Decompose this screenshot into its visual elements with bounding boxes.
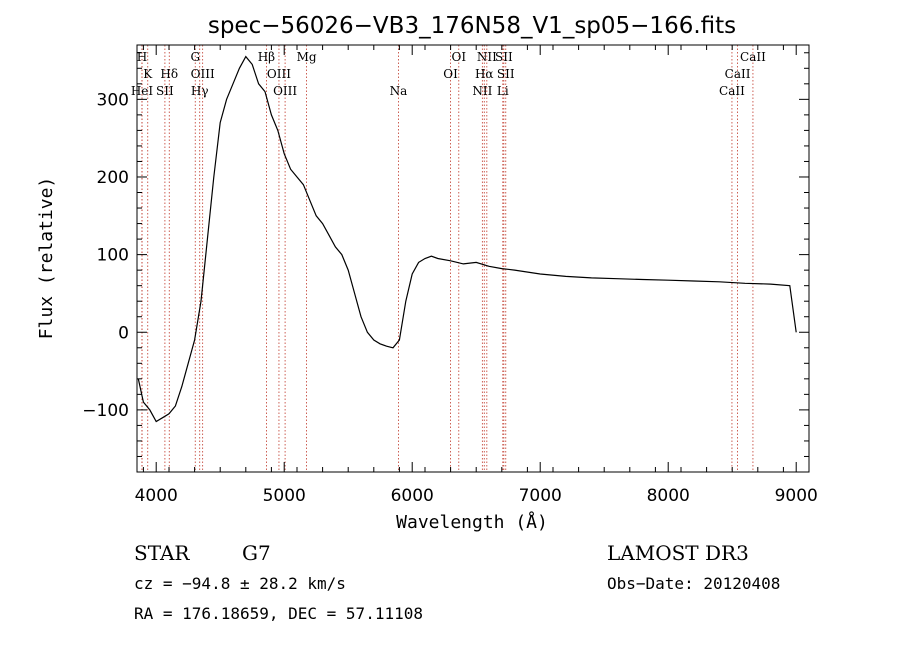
y-tick-label: −100 (82, 401, 129, 421)
spectrum-series (137, 55, 797, 423)
emission-line-label: SII (497, 67, 515, 81)
emission-line-label: SII (156, 84, 174, 98)
x-tick-label: 4000 (135, 486, 178, 506)
emission-line-label: SII (495, 50, 513, 64)
y-axis-ticks: −100 0 100 200 300 (82, 52, 809, 457)
x-tick-label: 8000 (647, 486, 690, 506)
observation-date: Obs−Date: 20120408 (607, 574, 780, 593)
emission-line-label: Li (497, 84, 509, 98)
emission-line-label: NII (477, 50, 497, 64)
emission-line-label: CaII (725, 67, 751, 81)
emission-line-label: Hδ (160, 67, 178, 81)
emission-line-label: CaII (719, 84, 745, 98)
y-tick-label: 300 (97, 90, 129, 110)
redshift-velocity: cz = −94.8 ± 28.2 km/s (134, 574, 346, 593)
emission-line-label: G (190, 50, 200, 64)
survey-name: LAMOST DR3 (607, 541, 749, 565)
emission-line-label: HeI (131, 84, 154, 98)
emission-line-label: K (143, 67, 153, 81)
object-class: STAR (134, 541, 190, 565)
emission-line-label: CaII (740, 50, 766, 64)
y-tick-label: 200 (97, 168, 129, 188)
object-subclass: G7 (242, 541, 271, 565)
emission-line-label: OIII (273, 84, 297, 98)
emission-line-markers (141, 45, 754, 472)
emission-line-label: H (137, 50, 147, 64)
emission-line-label: Hα (475, 67, 494, 81)
x-axis-ticks: 4000 5000 6000 7000 8000 9000 (135, 45, 818, 506)
x-axis-label: Wavelength (Å) (396, 511, 548, 533)
plot-frame (136, 44, 810, 473)
emission-line-label: Hβ (258, 50, 275, 64)
emission-line-label: Mg (297, 50, 317, 64)
emission-line-label: Na (390, 84, 408, 98)
emission-line-label: NII (472, 84, 492, 98)
x-tick-label: 9000 (775, 486, 818, 506)
x-tick-label: 6000 (391, 486, 434, 506)
emission-line-label: Hγ (191, 84, 209, 98)
emission-line-label: OI (443, 67, 458, 81)
y-tick-label: 100 (97, 246, 129, 266)
x-tick-label: 7000 (519, 486, 562, 506)
emission-line-label: OIII (267, 67, 291, 81)
emission-line-label: OI (452, 50, 467, 64)
y-tick-label: 0 (118, 323, 129, 343)
chart-title: spec−56026−VB3_176N58_V1_sp05−166.fits (208, 13, 736, 39)
emission-line-label: OIII (191, 67, 215, 81)
coordinates: RA = 176.18659, DEC = 57.11108 (134, 604, 423, 623)
y-axis-label: Flux (relative) (36, 177, 57, 340)
x-tick-label: 5000 (263, 486, 306, 506)
